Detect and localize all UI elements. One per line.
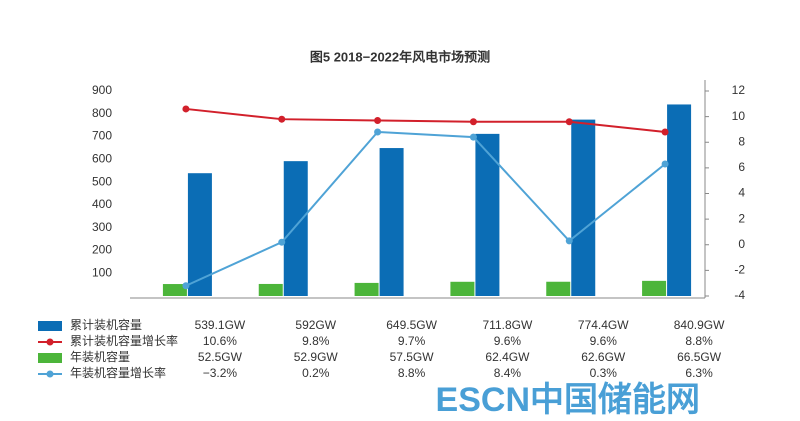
value-label: 8.8% — [398, 366, 426, 380]
legend-marker — [46, 338, 54, 346]
value-label: 8.8% — [685, 334, 713, 348]
chart-title: 图5 2018−2022年风电市场预测 — [310, 49, 490, 64]
value-label: 9.6% — [590, 334, 618, 348]
point — [278, 238, 286, 246]
y2-tick-label: 8 — [738, 134, 745, 148]
y-tick-label: 700 — [92, 129, 112, 143]
point — [182, 282, 190, 290]
point — [661, 128, 669, 136]
value-label: 0.3% — [590, 366, 618, 380]
legend-label: 年装机容量增长率 — [70, 365, 166, 380]
value-label: 539.1GW — [195, 318, 246, 332]
y2-tick-label: 12 — [732, 83, 746, 97]
y2-tick-label: 10 — [732, 109, 746, 123]
y2-tick-label: 6 — [738, 160, 745, 174]
point — [182, 105, 190, 113]
bar — [283, 161, 308, 296]
legend-marker — [46, 370, 54, 378]
y-tick-label: 400 — [92, 197, 112, 211]
bar — [354, 282, 379, 296]
value-label: 10.6% — [203, 334, 237, 348]
legend-label: 年装机容量 — [70, 349, 130, 364]
bar — [162, 284, 187, 296]
point — [469, 118, 477, 126]
value-label: 62.4GW — [485, 350, 530, 364]
value-label: 9.8% — [302, 334, 330, 348]
y2-tick-label: 2 — [738, 211, 745, 225]
bar — [258, 283, 283, 296]
line — [185, 107, 666, 133]
value-label: 52.9GW — [294, 350, 339, 364]
y2-tick-label: -4 — [734, 288, 745, 302]
value-label: 649.5GW — [386, 318, 437, 332]
point — [278, 115, 286, 123]
legend-swatch — [38, 353, 62, 363]
y-tick-label: 600 — [92, 152, 112, 166]
value-label: 711.8GW — [483, 318, 533, 332]
legend-label: 累计装机容量 — [70, 317, 142, 332]
point — [374, 128, 382, 136]
value-label: 62.6GW — [581, 350, 626, 364]
bar — [187, 173, 212, 296]
point — [565, 118, 573, 126]
point — [374, 116, 382, 124]
y-tick-label: 500 — [92, 174, 112, 188]
y-tick-label: 100 — [92, 265, 112, 279]
value-label: −3.2% — [203, 366, 238, 380]
y-tick-label: 300 — [92, 220, 112, 234]
bar — [571, 119, 596, 296]
y-tick-label: 200 — [92, 243, 112, 257]
y-tick-label: 800 — [92, 106, 112, 120]
bar — [667, 104, 692, 296]
value-label: 774.4GW — [578, 318, 629, 332]
bar — [475, 133, 500, 296]
value-label: 9.6% — [494, 334, 522, 348]
legend-label: 累计装机容量增长率 — [70, 333, 178, 348]
point — [565, 237, 573, 245]
y-tick-label: 900 — [92, 83, 112, 97]
bar — [546, 281, 571, 296]
value-label: 840.9GW — [674, 318, 725, 332]
bar — [379, 148, 404, 296]
value-label: 0.2% — [302, 366, 330, 380]
value-label: 8.4% — [494, 366, 522, 380]
point — [661, 160, 669, 168]
value-label: 52.5GW — [198, 350, 243, 364]
bar — [642, 280, 667, 296]
value-label: 9.7% — [398, 334, 426, 348]
bar — [450, 281, 475, 296]
y2-tick-label: 0 — [738, 237, 745, 251]
y2-tick-label: -2 — [734, 263, 745, 277]
value-label: 66.5GW — [677, 350, 722, 364]
line — [185, 130, 666, 287]
value-label: 57.5GW — [390, 350, 435, 364]
watermark: ESCN中国储能网 — [436, 381, 700, 419]
y2-tick-label: 4 — [738, 186, 745, 200]
legend-swatch — [38, 321, 62, 331]
value-label: 6.3% — [685, 366, 713, 380]
value-label: 592GW — [295, 318, 336, 332]
point — [469, 133, 477, 141]
